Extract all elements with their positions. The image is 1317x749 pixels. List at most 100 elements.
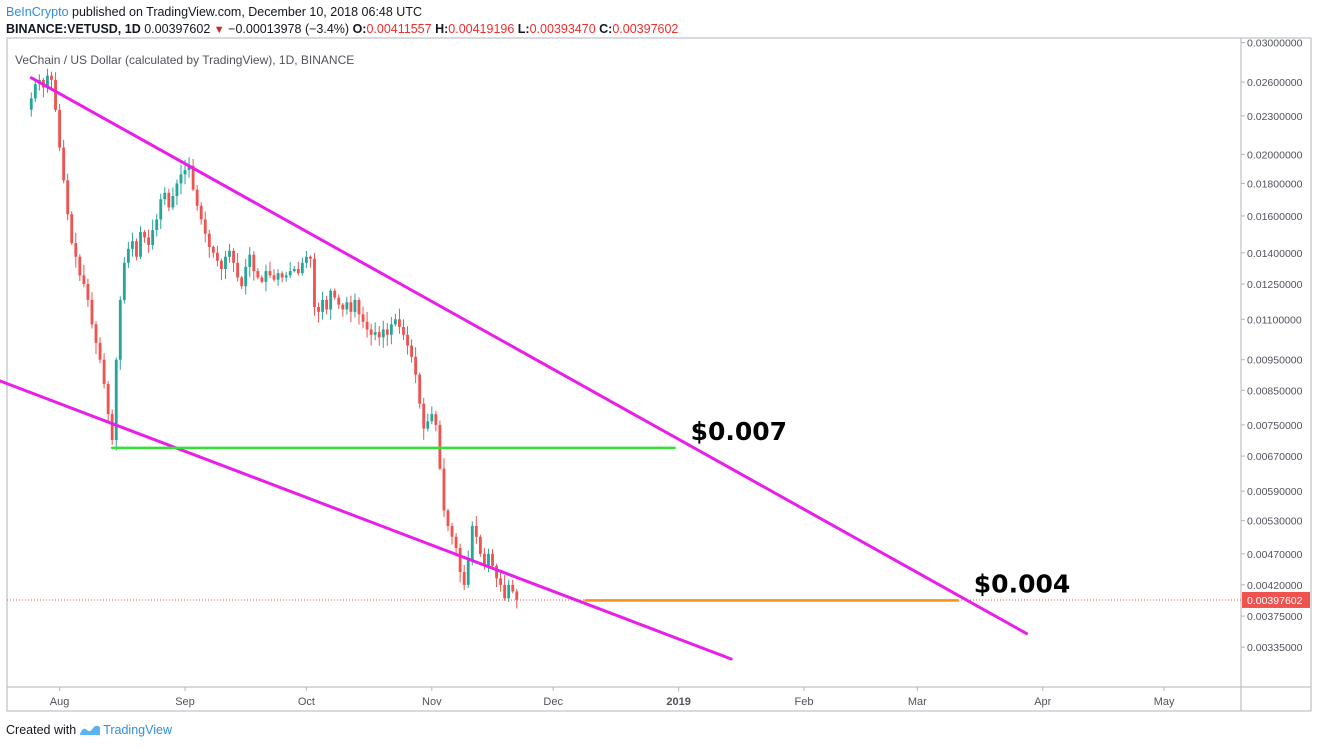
candle-body (203, 219, 207, 234)
candle-body (240, 277, 244, 287)
candle-body (110, 414, 114, 441)
candle-body (418, 374, 422, 404)
candle-body (228, 250, 231, 257)
ohlc-line: BINANCE:VETUSD, 1D 0.00397602 ▼ −0.00013… (6, 21, 678, 39)
candle-body (414, 356, 418, 375)
candle-body (236, 262, 240, 278)
candle-body (406, 334, 409, 346)
candle-body (139, 231, 142, 257)
candle-body (74, 243, 78, 257)
candle-body (410, 345, 414, 357)
candle-body (292, 268, 296, 272)
candle-body (224, 256, 227, 269)
y-tick-label: 0.02600000 (1247, 77, 1303, 89)
tradingview-brand: TradingView (103, 723, 172, 737)
open-label: O: (352, 22, 367, 36)
candle-body (46, 75, 49, 88)
publish-line: BeInCrypto published on TradingView.com,… (6, 4, 678, 21)
high-label: H: (435, 22, 449, 36)
candle-body (106, 383, 110, 415)
price-target-label: $0.007 (691, 417, 787, 446)
candle-body (126, 248, 130, 263)
x-tick-label: May (1154, 696, 1175, 708)
down-arrow-icon: ▼ (213, 24, 225, 36)
candle-body (345, 302, 349, 310)
close-label: C: (599, 22, 613, 36)
y-tick-label: 0.03000000 (1247, 38, 1303, 50)
candle-body (515, 591, 519, 600)
candle-body (454, 536, 458, 549)
y-tick-label: 0.00420000 (1247, 580, 1303, 592)
candle-body (353, 299, 357, 312)
candle-body (507, 584, 511, 599)
x-tick-label: 2019 (666, 696, 690, 708)
candle-body (377, 332, 381, 338)
low-value: 0.00393470 (529, 22, 596, 36)
candle-body (361, 314, 365, 322)
candle-body (466, 559, 470, 585)
candle-body (50, 75, 53, 80)
candle-body (179, 174, 183, 184)
candle-body (341, 304, 345, 310)
candle-body (187, 165, 191, 170)
candle-body (256, 271, 260, 278)
candle-body (175, 183, 179, 196)
candle-body (284, 275, 288, 278)
candle-body (329, 290, 333, 310)
candle-body (317, 307, 320, 312)
candle-body (357, 299, 361, 315)
candle-body (33, 84, 37, 99)
candle-body (195, 189, 199, 206)
candle-body (78, 256, 82, 276)
candle-body (511, 584, 515, 592)
candle-body (487, 553, 490, 566)
candle-body (252, 254, 256, 272)
candle-body (426, 421, 430, 429)
y-tick-label: 0.01600000 (1247, 211, 1303, 223)
chart-header: BeInCrypto published on TradingView.com,… (6, 4, 678, 39)
tradingview-link[interactable]: TradingView (79, 723, 172, 737)
candle-body (491, 553, 494, 566)
candle-body (86, 284, 90, 300)
candle-body (462, 572, 466, 585)
y-tick-label: 0.00750000 (1247, 420, 1303, 432)
candle-body (155, 219, 159, 231)
candle-body (300, 262, 304, 274)
candle-body (147, 237, 151, 245)
candle-body (402, 326, 405, 335)
price-target-label: $0.004 (974, 569, 1070, 598)
candle-body (98, 342, 102, 360)
y-tick-label: 0.00375000 (1247, 611, 1303, 623)
chart-frame (6, 37, 1312, 712)
candle-body (450, 525, 454, 537)
candle-body (503, 584, 507, 599)
candle-body (143, 231, 146, 238)
candle-body (389, 324, 393, 335)
candle-body (199, 205, 203, 220)
candle-body (159, 199, 163, 220)
publish-info: published on TradingView.com, December 1… (68, 5, 422, 19)
candle-body (446, 510, 450, 526)
last-price-tag-label: 0.00397602 (1247, 595, 1303, 607)
candle-body (337, 297, 341, 305)
author-link[interactable]: BeInCrypto (6, 5, 69, 19)
candle-body (385, 329, 389, 335)
candle-body (114, 359, 118, 441)
candle-body (474, 525, 478, 537)
candle-body (94, 324, 98, 343)
candle-body (478, 536, 482, 554)
candle-body (122, 262, 126, 300)
candle-body (163, 192, 167, 200)
candle-body (171, 195, 175, 208)
x-tick-label: Mar (908, 696, 927, 708)
candle-body (393, 319, 397, 325)
candle-body (135, 241, 138, 257)
x-tick-label: Apr (1034, 696, 1051, 708)
candle-body (325, 299, 329, 310)
candle-body (442, 468, 446, 511)
y-tick-label: 0.01400000 (1247, 248, 1303, 260)
symbol-label: BINANCE:VETUSD, 1D (6, 22, 141, 36)
candle-body (220, 260, 223, 269)
y-tick-label: 0.00470000 (1247, 549, 1303, 561)
